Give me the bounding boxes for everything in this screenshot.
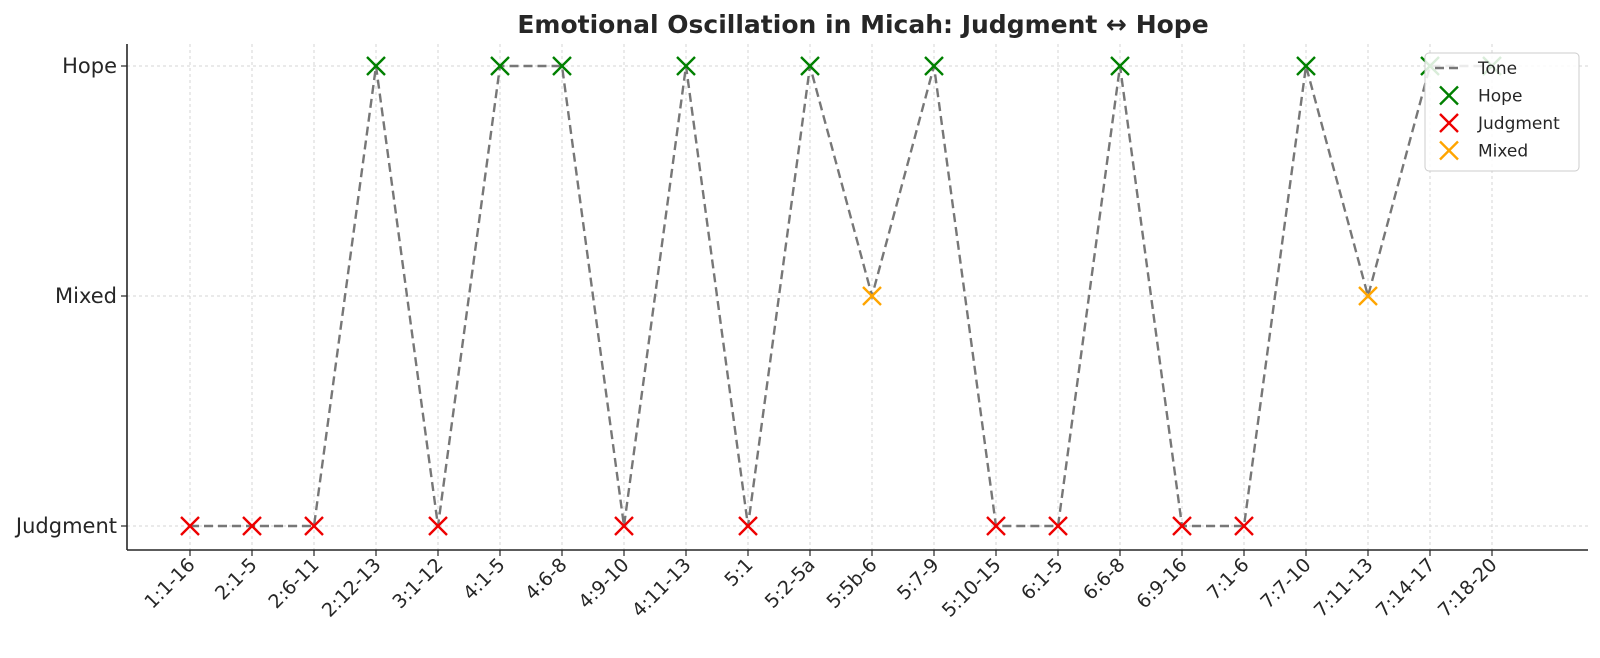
x-tick-label: 7:18-20 xyxy=(1434,554,1502,622)
y-tick-label: Hope xyxy=(62,54,117,78)
data-point-judgment xyxy=(986,516,1006,536)
x-tick-label: 5:10-15 xyxy=(938,554,1006,622)
data-point-judgment xyxy=(180,516,200,536)
x-tick-label: 4:9-10 xyxy=(574,554,633,613)
grid-layer xyxy=(127,44,1588,550)
data-point-hope xyxy=(490,56,510,76)
x-tick-label: 7:11-13 xyxy=(1310,554,1378,622)
data-point-hope xyxy=(1110,56,1130,76)
legend-label-judgment: Judgment xyxy=(1477,114,1560,134)
data-point-hope xyxy=(1296,56,1316,76)
data-point-hope xyxy=(552,56,572,76)
legend-box xyxy=(1424,52,1580,172)
x-tick-label: 5:1 xyxy=(720,554,757,591)
data-point-judgment xyxy=(304,516,324,536)
data-point-judgment xyxy=(1048,516,1068,536)
x-tick-label: 5:5b-6 xyxy=(822,554,881,613)
y-tick-labels: Judgment Mixed Hope xyxy=(14,54,127,538)
x-tick-label: 1:1-16 xyxy=(140,554,199,613)
marker-layer xyxy=(180,56,1502,536)
x-tick-label: 7:7-10 xyxy=(1256,554,1315,613)
legend-swatch-hope xyxy=(1439,85,1459,106)
data-point-hope xyxy=(676,56,696,76)
data-point-mixed xyxy=(862,286,882,306)
x-tick-label: 4:6-8 xyxy=(521,554,572,605)
x-tick-label: 6:9-16 xyxy=(1132,554,1191,613)
x-tick-label: 2:1-5 xyxy=(211,554,262,605)
legend-label-hope: Hope xyxy=(1478,87,1522,107)
x-tick-label: 6:1-5 xyxy=(1017,554,1068,605)
data-point-judgment xyxy=(428,516,448,536)
data-point-mixed xyxy=(1358,286,1378,306)
x-tick-label: 5:2-5a xyxy=(761,554,820,613)
x-tick-label: 5:7-9 xyxy=(893,554,944,605)
data-point-hope xyxy=(800,56,820,76)
x-tick-label: 6:6-8 xyxy=(1079,554,1130,605)
data-point-hope xyxy=(924,56,944,76)
x-tick-label: 7:1-6 xyxy=(1203,554,1254,605)
data-point-judgment xyxy=(242,516,262,536)
x-tick-label: 3:1-12 xyxy=(388,554,447,613)
x-tick-label: 2:6-11 xyxy=(264,554,323,613)
tone-series-line xyxy=(190,64,1492,528)
y-tick-label: Mixed xyxy=(55,284,117,308)
x-tick-label: 2:12-13 xyxy=(318,554,386,622)
legend-entries: Tone Hope Judgment Mixed xyxy=(1435,59,1560,162)
x-tick-label: 4:11-13 xyxy=(628,554,696,622)
data-point-hope xyxy=(366,56,386,76)
legend-swatch-judgment xyxy=(1439,113,1459,133)
x-tick-labels: 1:1-16 2:1-5 2:6-112:12-13 3:1-12 4:1-5 4:6-8… xyxy=(140,550,1502,622)
data-point-judgment xyxy=(1172,516,1192,536)
chart-title: Emotional Oscillation in Micah: Judgment… xyxy=(517,10,1208,39)
legend-label-tone: Tone xyxy=(1477,59,1517,79)
data-point-judgment xyxy=(738,516,758,536)
legend: Tone Hope Judgment Mixed xyxy=(1424,52,1580,172)
x-tick-label: 7:14-17 xyxy=(1372,554,1440,622)
data-point-judgment xyxy=(614,516,634,536)
x-tick-label: 4:1-5 xyxy=(459,554,510,605)
legend-label-mixed: Mixed xyxy=(1478,142,1528,162)
data-point-judgment xyxy=(1234,516,1254,536)
legend-swatch-mixed xyxy=(1439,140,1459,161)
y-tick-label: Judgment xyxy=(14,514,117,538)
